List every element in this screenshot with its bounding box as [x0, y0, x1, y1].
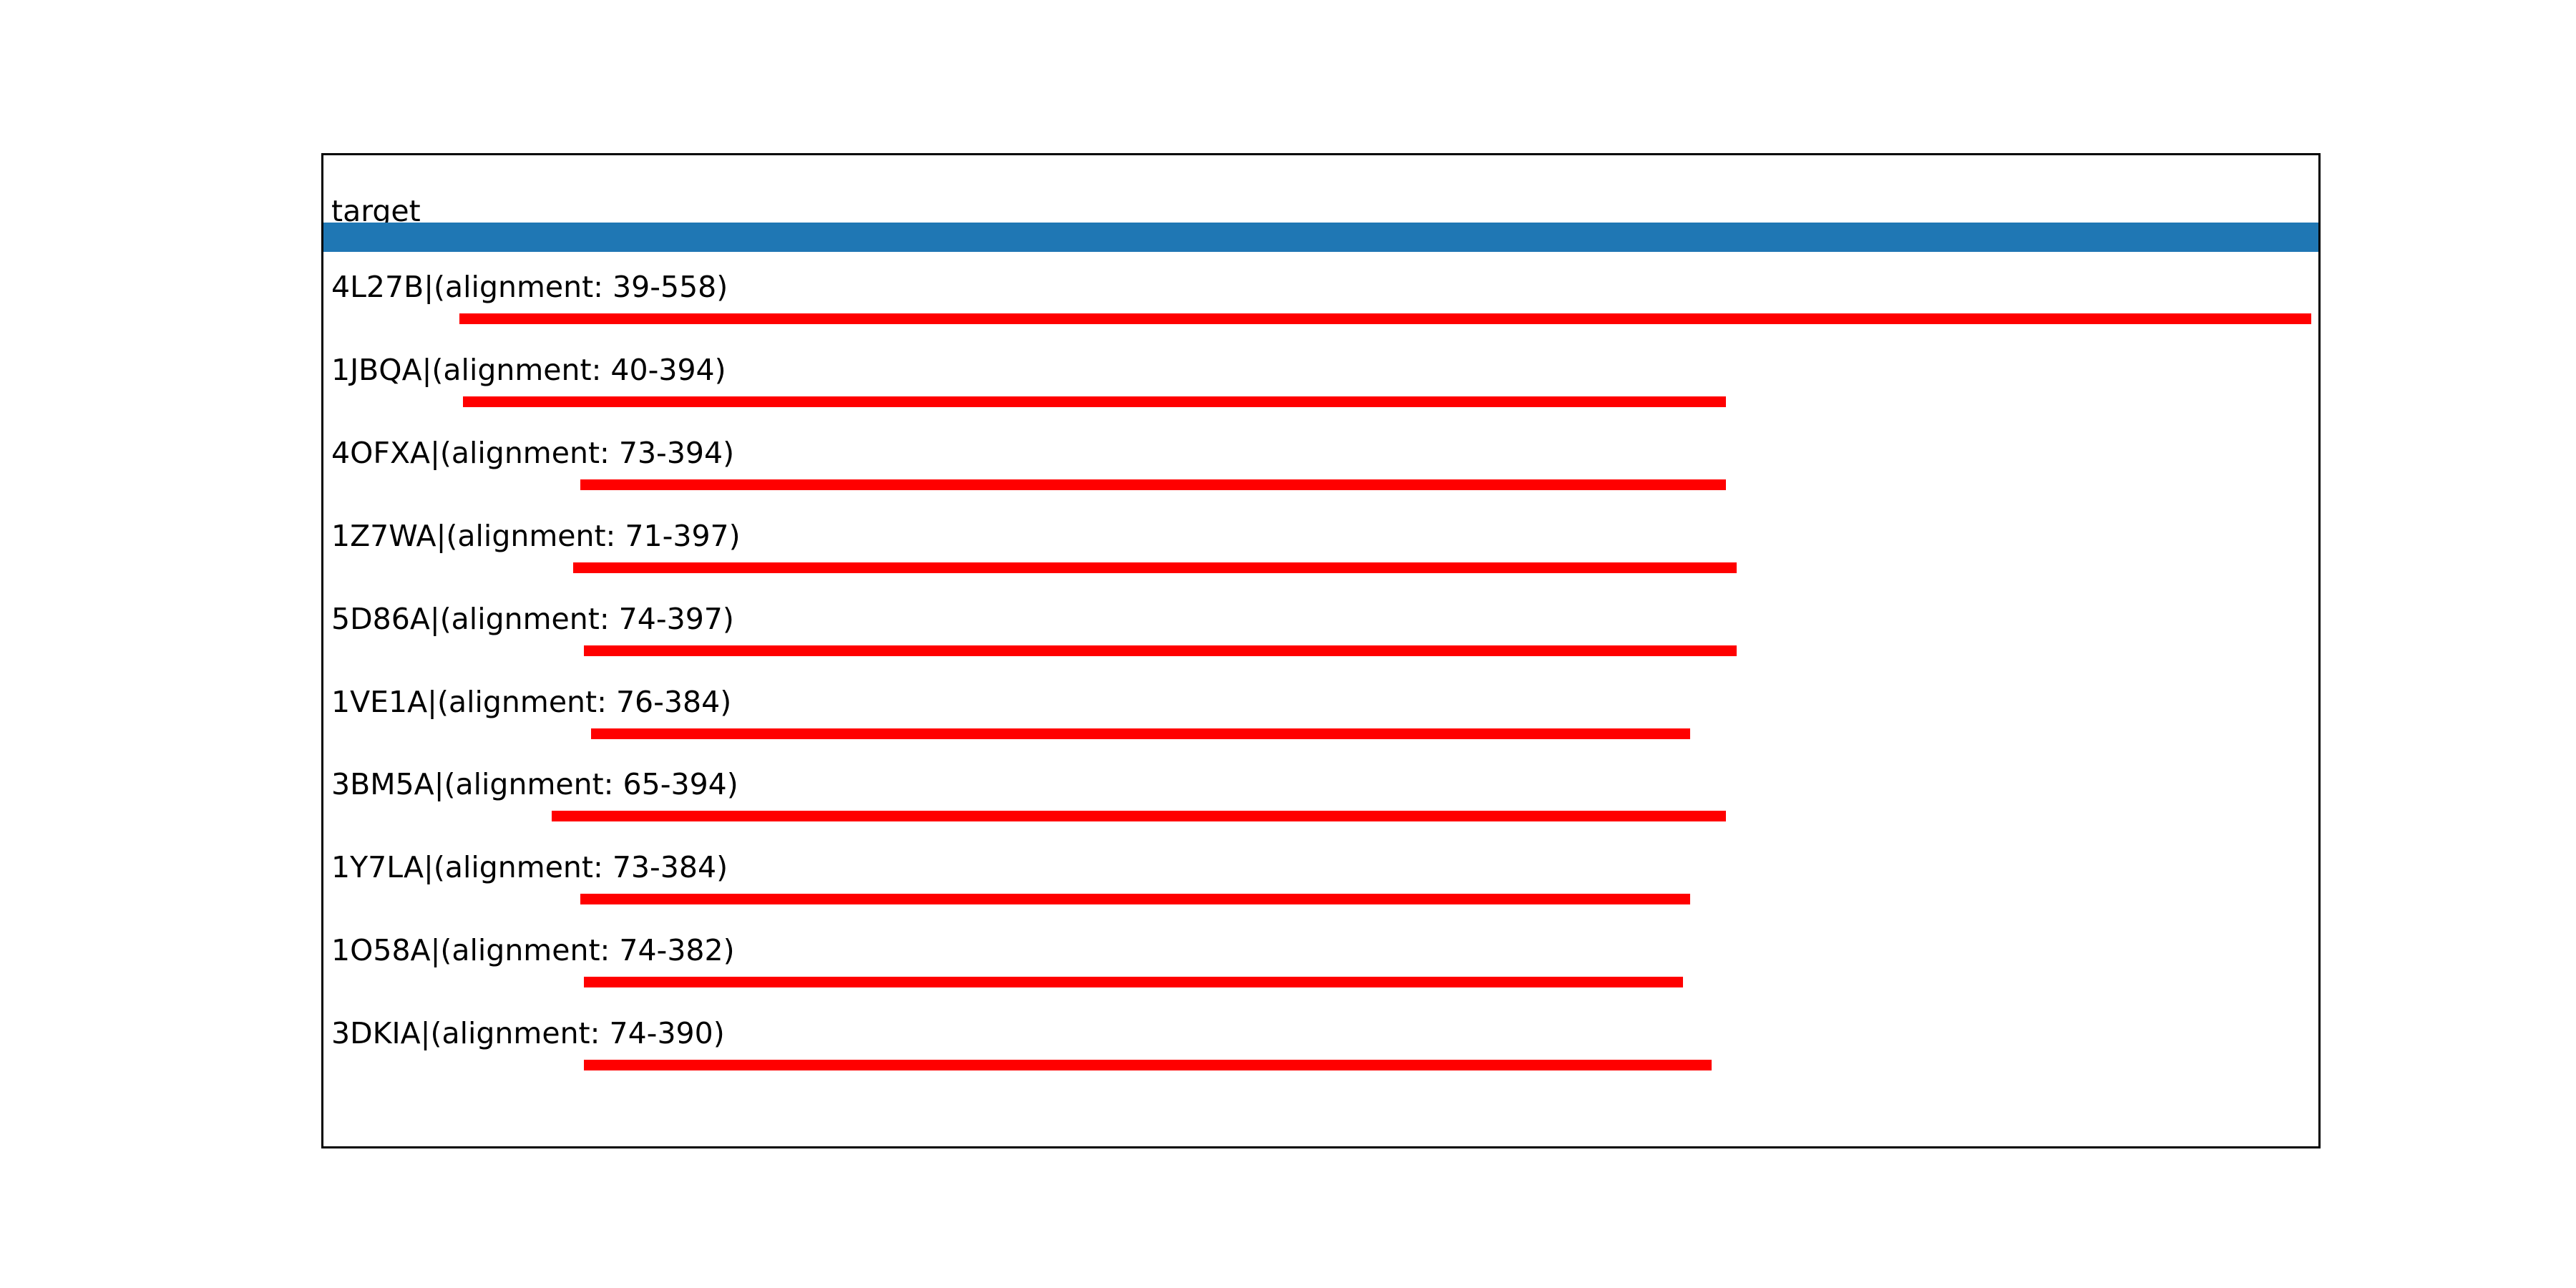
hit-alignment-bar: [584, 977, 1684, 988]
hit-alignment-bar: [459, 313, 2312, 324]
target-track-bar: [323, 223, 2318, 252]
hit-label: 5D86A|(alignment: 74-397): [331, 601, 734, 636]
hit-alignment-bar: [462, 396, 1727, 407]
hit-alignment-bar: [552, 811, 1727, 822]
hit-label: 1Z7WA|(alignment: 71-397): [331, 518, 741, 553]
hit-label: 1O58A|(alignment: 74-382): [331, 933, 735, 968]
hit-label: 1VE1A|(alignment: 76-384): [331, 684, 732, 719]
hit-alignment-bar: [580, 479, 1727, 490]
hit-label: 4OFXA|(alignment: 73-394): [331, 435, 735, 470]
hit-alignment-bar: [584, 1060, 1712, 1071]
hit-label: 1JBQA|(alignment: 40-394): [331, 352, 726, 387]
hit-label: 3BM5A|(alignment: 65-394): [331, 767, 738, 802]
hit-alignment-bar: [573, 562, 1737, 573]
target-label: target: [331, 194, 421, 228]
hit-alignment-bar: [580, 894, 1691, 905]
hit-label: 1Y7LA|(alignment: 73-384): [331, 850, 728, 885]
hit-label: 3DKIA|(alignment: 74-390): [331, 1016, 725, 1051]
hit-label: 4L27B|(alignment: 39-558): [331, 270, 728, 304]
hit-alignment-bar: [591, 728, 1691, 739]
plot-area: target 4L27B|(alignment: 39-558) 1JBQA|(a…: [321, 153, 2321, 1148]
hit-alignment-bar: [584, 645, 1737, 656]
